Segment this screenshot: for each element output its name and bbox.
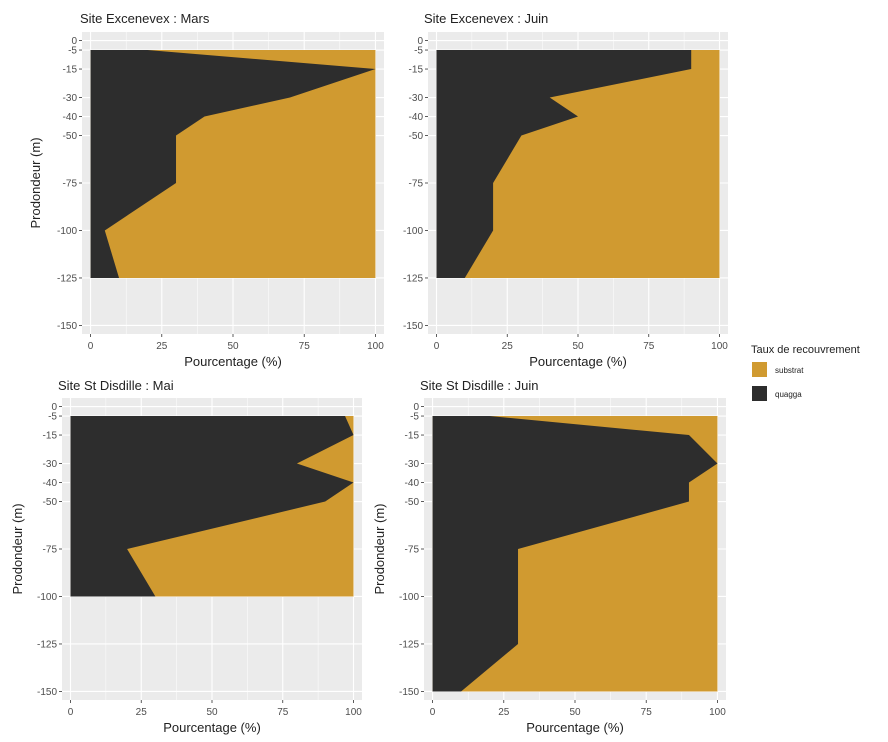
y-tick-label: 0 (71, 36, 77, 47)
chart-panel-4: 0 25 50 75 1000-5-15-30-40-50-75-100-125-150… (372, 378, 726, 735)
x-tick-label: 25 (502, 341, 514, 352)
y-tick-label: -125 (403, 273, 423, 284)
y-tick-label: -75 (63, 179, 78, 190)
x-tick-label: 0 (88, 341, 94, 352)
y-tick-label: -5 (414, 46, 423, 57)
legend-swatch-quagga (752, 386, 767, 401)
panel-title: Site Excenevex : Juin (424, 11, 548, 26)
y-tick-label: -5 (68, 46, 77, 57)
x-tick-label: 50 (572, 341, 584, 352)
x-tick-label: 25 (498, 707, 510, 718)
y-tick-label: -50 (405, 497, 420, 508)
y-tick-label: -150 (403, 321, 423, 332)
y-tick-label: -75 (43, 545, 58, 556)
area-quagga (90, 50, 376, 278)
y-tick-label: -150 (399, 687, 419, 698)
y-tick-label: -40 (405, 478, 420, 489)
y-tick-label: -40 (43, 478, 58, 489)
panel-title: Site St Disdille : Juin (420, 378, 539, 393)
x-tick-label: 75 (299, 341, 311, 352)
x-tick-label: 100 (711, 341, 728, 352)
y-tick-label: -125 (399, 639, 419, 650)
x-tick-label: 50 (206, 707, 218, 718)
y-tick-label: -30 (409, 93, 424, 104)
legend-label-quagga: quagga (775, 390, 802, 399)
y-tick-label: -15 (405, 431, 420, 442)
y-tick-label: -5 (48, 412, 57, 423)
y-tick-label: -75 (405, 545, 420, 556)
chart-panel-3: 0 25 50 75 1000-5-15-30-40-50-75-100-125-150… (10, 378, 362, 735)
x-tick-label: 75 (277, 707, 289, 718)
y-tick-label: 0 (51, 402, 57, 413)
x-axis-title: Pourcentage (%) (163, 720, 261, 735)
y-tick-label: -100 (57, 226, 77, 237)
y-tick-label: -40 (63, 112, 78, 123)
x-tick-label: 50 (227, 341, 239, 352)
y-tick-label: -15 (43, 431, 58, 442)
y-tick-label: -30 (63, 93, 78, 104)
area-quagga (436, 50, 692, 278)
x-tick-label: 100 (709, 707, 726, 718)
chart-panel-2: 0 25 50 75 1000-5-15-30-40-50-75-100-125-150… (403, 11, 728, 369)
area-quagga (432, 416, 718, 692)
y-tick-label: -5 (410, 412, 419, 423)
chart-panels: 0 25 50 75 1000-5-15-30-40-50-75-100-125-150… (10, 11, 728, 735)
y-tick-label: -75 (409, 179, 424, 190)
y-tick-label: -100 (37, 592, 57, 603)
y-tick-label: -150 (57, 321, 77, 332)
y-tick-label: -100 (403, 226, 423, 237)
legend: Taux de recouvrement substrat quagga (751, 344, 860, 401)
y-tick-label: -125 (57, 273, 77, 284)
x-tick-label: 0 (430, 707, 436, 718)
x-tick-label: 25 (156, 341, 168, 352)
y-tick-label: -30 (43, 459, 58, 470)
y-tick-label: -40 (409, 112, 424, 123)
y-tick-label: 0 (417, 36, 423, 47)
y-tick-label: -100 (399, 592, 419, 603)
y-axis-title: Prodondeur (m) (28, 137, 43, 228)
x-tick-label: 100 (345, 707, 362, 718)
y-tick-label: -125 (37, 639, 57, 650)
y-tick-label: 0 (413, 402, 419, 413)
x-tick-label: 75 (643, 341, 655, 352)
area-quagga (70, 416, 354, 597)
y-axis-title: Prodondeur (m) (372, 503, 387, 594)
legend-swatch-substrat (752, 362, 767, 377)
panel-title: Site Excenevex : Mars (80, 11, 210, 26)
x-axis-title: Pourcentage (%) (184, 354, 282, 369)
y-tick-label: -50 (409, 131, 424, 142)
x-tick-label: 75 (641, 707, 653, 718)
x-tick-label: 100 (367, 341, 384, 352)
chart-panel-1: 0 25 50 75 1000-5-15-30-40-50-75-100-125-150… (28, 11, 384, 369)
y-tick-label: -150 (37, 687, 57, 698)
x-tick-label: 0 (68, 707, 74, 718)
y-tick-label: -30 (405, 459, 420, 470)
y-tick-label: -15 (409, 65, 424, 76)
x-axis-title: Pourcentage (%) (526, 720, 624, 735)
y-axis-title: Prodondeur (m) (10, 503, 25, 594)
y-tick-label: -50 (63, 131, 78, 142)
x-axis-title: Pourcentage (%) (529, 354, 627, 369)
x-tick-label: 50 (569, 707, 581, 718)
x-tick-label: 25 (136, 707, 148, 718)
legend-title: Taux de recouvrement (751, 344, 860, 356)
x-tick-label: 0 (434, 341, 440, 352)
legend-label-substrat: substrat (775, 366, 804, 375)
panel-title: Site St Disdille : Mai (58, 378, 174, 393)
y-tick-label: -50 (43, 497, 58, 508)
y-tick-label: -15 (63, 65, 78, 76)
